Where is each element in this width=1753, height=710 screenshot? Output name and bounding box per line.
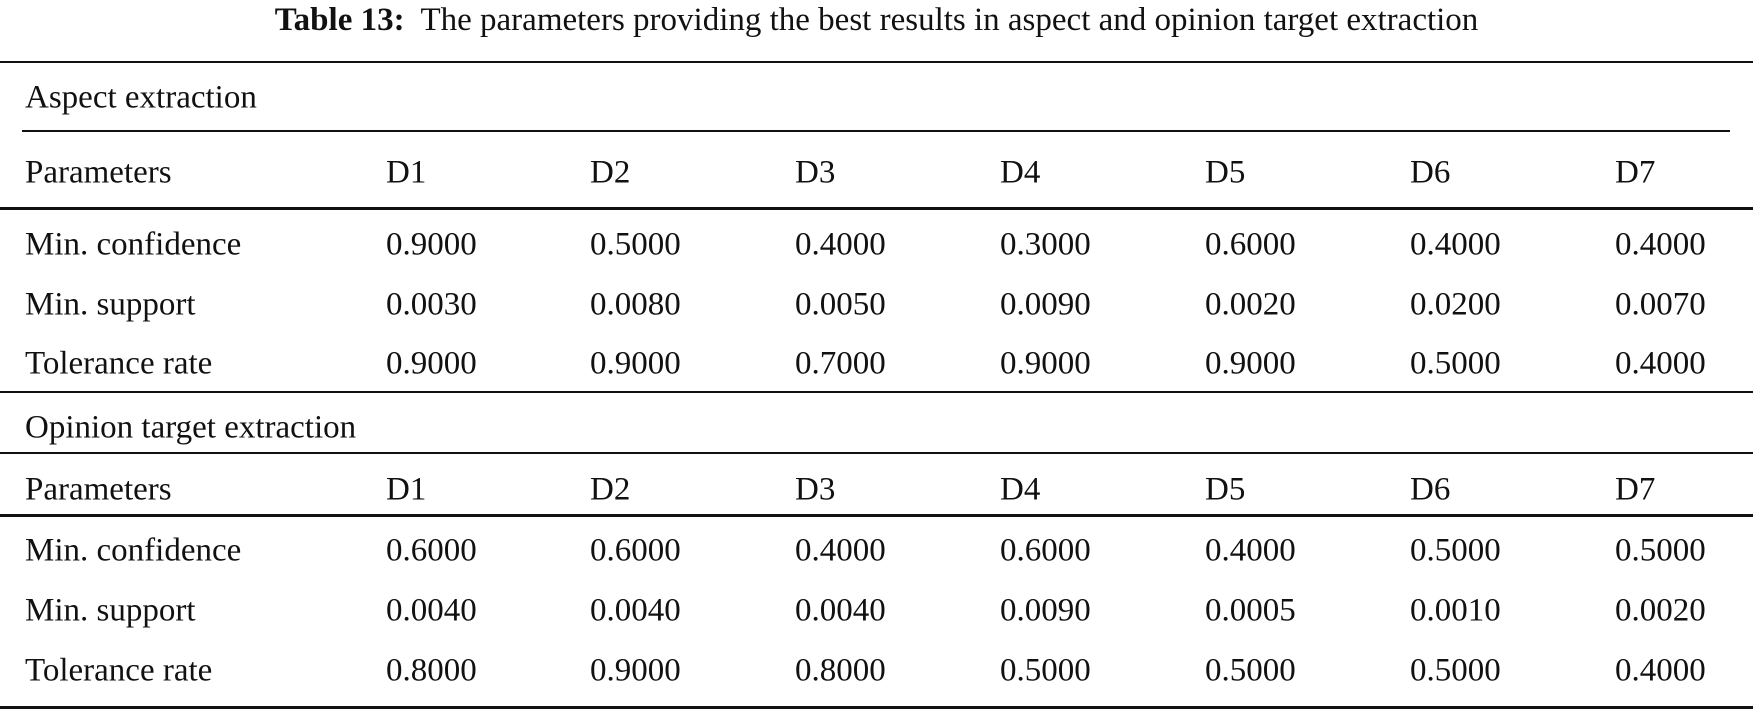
rule [0,706,1753,709]
table-cell: 0.0080 [590,286,681,323]
table-cell: 0.5000 [1615,532,1706,569]
column-header: D2 [590,154,631,191]
table-cell: 0.0040 [795,592,886,629]
rule [0,207,1753,210]
column-header: D1 [386,471,427,508]
table-cell: 0.5000 [1410,532,1501,569]
column-header: D4 [1000,154,1041,191]
table-cell: 0.0020 [1615,592,1706,629]
caption-label: Table 13: [274,2,405,38]
column-header: D1 [386,154,427,191]
column-header: D6 [1410,154,1451,191]
table-cell: 0.8000 [386,652,477,689]
table-cell: 0.5000 [1410,652,1501,689]
row-label: Min. support [25,286,196,323]
column-header: D7 [1615,471,1656,508]
rule [0,391,1753,393]
table-cell: 0.4000 [795,532,886,569]
column-header: Parameters [25,154,172,191]
table-cell: 0.4000 [1615,345,1706,382]
column-header: D2 [590,471,631,508]
table-cell: 0.9000 [1205,345,1296,382]
table-cell: 0.8000 [795,652,886,689]
table-cell: 0.6000 [590,532,681,569]
table-cell: 0.9000 [386,345,477,382]
row-label: Min. confidence [25,532,242,569]
table-cell: 0.0090 [1000,286,1091,323]
column-header: D3 [795,154,836,191]
section-title: Aspect extraction [25,79,257,116]
table-cell: 0.3000 [1000,226,1091,263]
rule [0,452,1753,454]
table-cell: 0.0020 [1205,286,1296,323]
table-cell: 0.0040 [386,592,477,629]
table-cell: 0.0005 [1205,592,1296,629]
caption-text: The parameters providing the best result… [420,2,1479,38]
table-cell: 0.0050 [795,286,886,323]
column-header: Parameters [25,471,172,508]
table-cell: 0.4000 [1205,532,1296,569]
table-cell: 0.4000 [1615,652,1706,689]
table-cell: 0.0200 [1410,286,1501,323]
table-cell: 0.7000 [795,345,886,382]
table-cell: 0.0090 [1000,592,1091,629]
table-cell: 0.0040 [590,592,681,629]
table-cell: 0.4000 [1615,226,1706,263]
row-label: Tolerance rate [25,652,213,689]
table-cell: 0.6000 [1000,532,1091,569]
table-caption: Table 13: The parameters providing the b… [0,2,1753,39]
table-cell: 0.9000 [386,226,477,263]
section-title: Opinion target extraction [25,409,357,446]
table-cell: 0.9000 [590,345,681,382]
rule [22,130,1730,132]
table-cell: 0.4000 [1410,226,1501,263]
row-label: Min. support [25,592,196,629]
table-cell: 0.5000 [590,226,681,263]
rule [0,61,1753,63]
table-cell: 0.9000 [590,652,681,689]
table-cell: 0.9000 [1000,345,1091,382]
rule [0,514,1753,517]
table-cell: 0.0030 [386,286,477,323]
table-cell: 0.5000 [1410,345,1501,382]
table-cell: 0.6000 [1205,226,1296,263]
table-cell: 0.5000 [1205,652,1296,689]
row-label: Tolerance rate [25,345,213,382]
table-cell: 0.0010 [1410,592,1501,629]
row-label: Min. confidence [25,226,242,263]
column-header: D6 [1410,471,1451,508]
table-cell: 0.5000 [1000,652,1091,689]
column-header: D7 [1615,154,1656,191]
table-cell: 0.4000 [795,226,886,263]
column-header: D5 [1205,471,1246,508]
table-cell: 0.6000 [386,532,477,569]
column-header: D5 [1205,154,1246,191]
column-header: D4 [1000,471,1041,508]
table-cell: 0.0070 [1615,286,1706,323]
column-header: D3 [795,471,836,508]
